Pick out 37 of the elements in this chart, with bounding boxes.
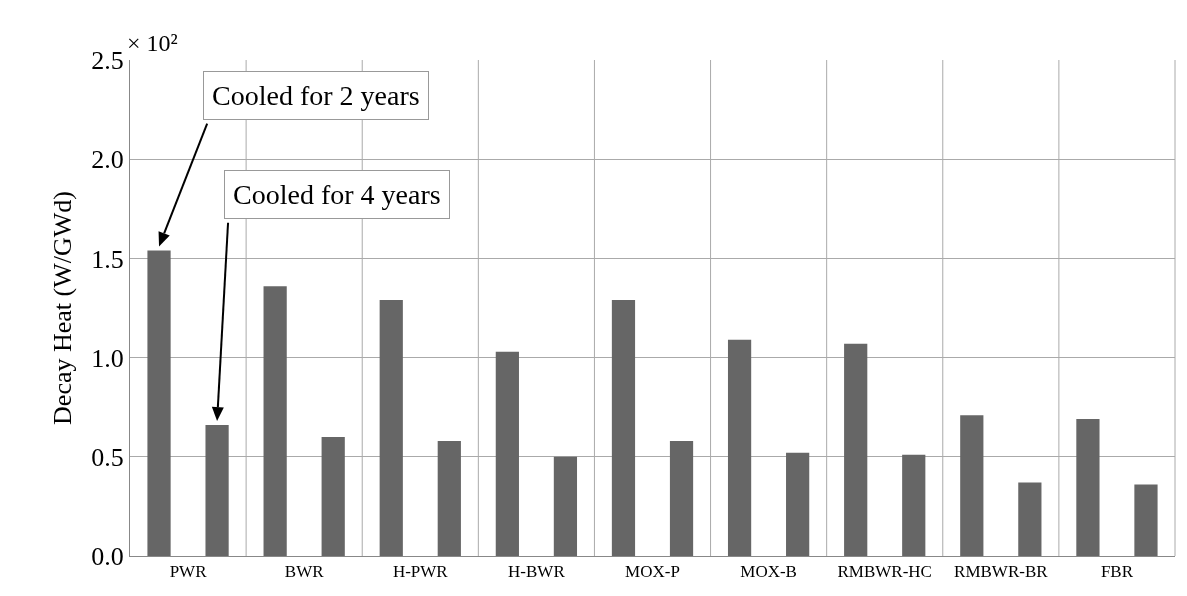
bar: [669, 440, 694, 556]
annotation: Cooled for 4 years: [233, 179, 441, 210]
bar: [960, 415, 984, 556]
annotation: Cooled for 2 years: [212, 80, 420, 111]
bar: [437, 440, 461, 556]
y-tick-label: 2.5: [91, 46, 124, 76]
x-tick-label: BWR: [284, 562, 325, 582]
x-tick-label: PWR: [169, 562, 208, 582]
bar: [321, 436, 345, 556]
bar: [902, 454, 926, 556]
x-tick-label: FBR: [1100, 562, 1134, 582]
y-tick-label: 1.5: [91, 244, 124, 274]
bar: [1134, 484, 1158, 556]
bar: [1076, 419, 1100, 556]
y-tick-label: 1.0: [91, 343, 124, 373]
bar: [611, 300, 636, 556]
y-axis-title: Decay Heat (W/GWd): [47, 191, 77, 425]
text: × 10²: [127, 30, 178, 56]
y-tick-label: 0.0: [91, 542, 124, 572]
bar: [786, 452, 810, 556]
bar: [263, 286, 287, 556]
x-tick-label: H-BWR: [508, 562, 566, 582]
y-tick-label: 2.0: [91, 145, 124, 175]
bar: [727, 339, 752, 556]
x-tick-label: RMBWR-HC: [837, 562, 932, 582]
x-tick-label: H-PWR: [392, 562, 449, 582]
bar: [205, 425, 229, 556]
bar: [147, 250, 171, 556]
bar: [379, 300, 403, 556]
x-tick-label: MOX-B: [740, 562, 797, 582]
bar: [495, 351, 519, 556]
x-tick-label: RMBWR-BR: [954, 562, 1049, 582]
x-tick-label: MOX-P: [625, 562, 680, 582]
bar: [553, 456, 578, 556]
y-tick-label: 0.5: [91, 442, 124, 472]
bar: [1018, 482, 1042, 556]
bar: [844, 343, 868, 556]
